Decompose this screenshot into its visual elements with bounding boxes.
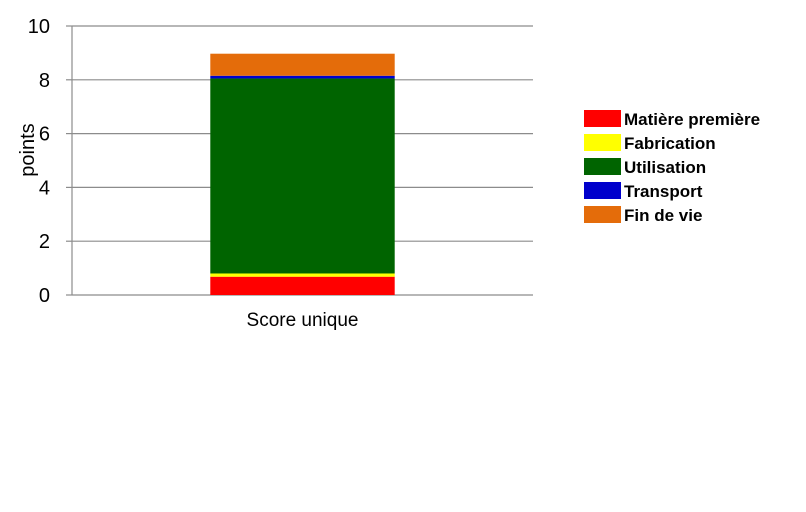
y-tick-label: 6 [39, 124, 50, 146]
legend-swatch [584, 158, 621, 175]
bar-segment [210, 273, 395, 277]
bar-segment [210, 53, 395, 76]
legend-swatch [584, 206, 621, 223]
y-tick-labels: 0 2 4 6 8 10 [28, 16, 50, 307]
bar-segment [210, 78, 395, 274]
legend-label: Utilisation [624, 158, 706, 177]
legend-label: Transport [624, 182, 703, 201]
y-tick-label: 0 [39, 285, 50, 307]
legend-label: Fabrication [624, 134, 716, 153]
legend-swatch [584, 182, 621, 199]
legend: Matière première Fabrication Utilisation Tr… [584, 110, 760, 225]
y-axis-title: points [17, 123, 39, 176]
y-tick-label: 4 [39, 177, 50, 199]
x-category-label: Score unique [247, 310, 359, 331]
bars [210, 53, 395, 295]
legend-swatch [584, 134, 621, 151]
y-tick-label: 8 [39, 70, 50, 92]
category-labels: Score unique [247, 310, 359, 331]
y-tick-label: 2 [39, 231, 50, 253]
legend-label: Fin de vie [624, 206, 702, 225]
y-tick-label: 10 [28, 16, 50, 38]
legend-swatch [584, 110, 621, 127]
bar-segment [210, 75, 395, 79]
bar-segment [210, 276, 395, 295]
legend-label: Matière première [624, 110, 760, 129]
